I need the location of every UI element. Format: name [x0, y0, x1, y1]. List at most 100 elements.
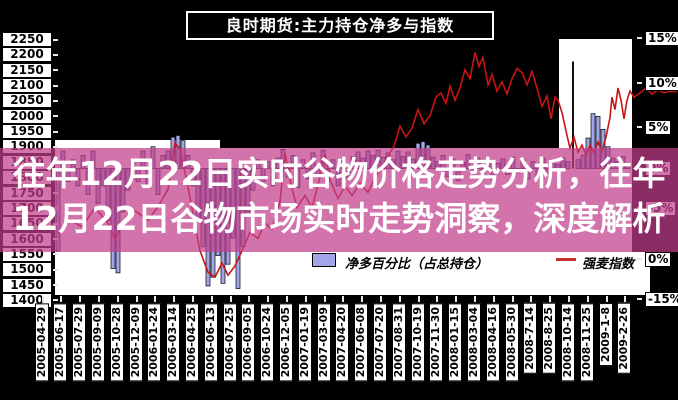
x-axis-label: 2006-01-24	[147, 303, 162, 382]
right-axis-label: 5%	[645, 119, 672, 135]
legend-strip	[55, 252, 650, 295]
x-axis-tick	[361, 296, 364, 302]
x-axis-tick	[210, 296, 213, 302]
x-axis-tick	[605, 296, 608, 302]
left-axis-label: 2200	[2, 47, 52, 63]
left-axis-tick	[53, 284, 58, 287]
legend-bar-swatch	[312, 253, 336, 267]
x-axis-label: 2007-06-08	[354, 303, 369, 382]
right-axis-label: -15%	[645, 291, 678, 307]
x-axis-tick	[492, 296, 495, 302]
x-axis-tick	[173, 296, 176, 302]
x-axis-label: 2008-04-16	[485, 303, 500, 382]
legend-bar-label: 净多百分比（占总持仓）	[345, 257, 489, 272]
x-axis-tick	[248, 296, 251, 302]
left-axis-tick	[53, 99, 58, 102]
overlay-headline-line2: 12月22日谷物市场实时走势洞察，深度解析	[12, 199, 666, 238]
left-axis-tick	[53, 268, 58, 271]
x-axis-tick	[323, 296, 326, 302]
x-axis-tick	[97, 296, 100, 302]
overlay-headline: 往年12月22日实时谷物价格走势分析，往年 12月22日谷物市场实时走势洞察，深…	[0, 151, 678, 241]
x-axis-tick	[398, 296, 401, 302]
right-axis-label: 15%	[645, 30, 678, 46]
left-axis-label: 2050	[2, 93, 52, 109]
x-axis-label: 2006-07-25	[222, 303, 237, 382]
left-axis-label: 2250	[2, 32, 52, 47]
left-axis-tick	[53, 115, 58, 118]
x-axis-label: 2005-09-09	[90, 303, 105, 382]
right-axis-label: 10%	[645, 75, 678, 91]
right-axis-tick	[637, 37, 642, 39]
x-axis-label: 2008-10-14	[560, 303, 575, 382]
x-axis-tick	[549, 296, 552, 302]
plot-left-white-sliver	[55, 140, 220, 148]
right-axis-tick	[637, 258, 642, 260]
left-axis-label: 1450	[2, 277, 52, 293]
x-axis-tick	[417, 296, 420, 302]
x-axis-tick	[567, 296, 570, 302]
x-axis-tick	[379, 296, 382, 302]
x-axis-label: 2006-03-14	[166, 303, 181, 382]
overlay-headline-line1: 往年12月22日实时谷物价格走势分析，往年	[12, 154, 666, 193]
x-axis-tick	[60, 296, 63, 302]
x-axis-label: 2008-01-15	[448, 303, 463, 382]
left-axis-tick	[53, 130, 58, 133]
x-axis-label: 2005-07-29	[72, 303, 87, 382]
x-axis-tick	[304, 296, 307, 302]
x-axis-tick	[530, 296, 533, 302]
left-axis-tick	[53, 53, 58, 56]
x-axis-tick	[79, 296, 82, 302]
x-axis-label: 2005-12-09	[128, 303, 143, 382]
left-axis-label: 2150	[2, 62, 52, 78]
x-axis-label: 2005-04-29	[34, 303, 49, 382]
x-axis-label: 2007-01-19	[297, 303, 312, 382]
legend: 净多百分比（占总持仓） 强麦指数	[300, 251, 678, 272]
x-axis-label: 2008-11-25	[579, 303, 594, 382]
right-axis-tick	[637, 298, 642, 300]
x-axis-label: 2008-7-14	[523, 303, 538, 374]
x-axis-tick	[586, 296, 589, 302]
x-axis-label: 2008-03-04	[466, 303, 481, 382]
x-axis-label: 2006-06-13	[203, 303, 218, 382]
x-axis-tick	[436, 296, 439, 302]
x-axis-label: 2006-09-05	[241, 303, 256, 382]
x-axis-label: 2009-1-8	[598, 303, 613, 367]
x-axis-label: 2005-06-17	[53, 303, 68, 382]
right-axis-tick	[637, 82, 642, 84]
x-axis-label: 2007-03-09	[316, 303, 331, 382]
x-axis-tick	[116, 296, 119, 302]
left-axis-tick	[53, 69, 58, 72]
x-axis-tick	[41, 296, 44, 302]
left-axis-tick	[53, 253, 58, 256]
x-axis-tick	[342, 296, 345, 302]
x-axis-tick	[455, 296, 458, 302]
left-axis-label: 1950	[2, 124, 52, 140]
left-axis-tick	[53, 38, 58, 41]
x-axis-label: 2006-10-24	[260, 303, 275, 382]
x-axis-label: 2006-04-25	[184, 303, 199, 382]
right-axis-label: 0%	[645, 251, 672, 267]
net-long-spike-bar	[572, 61, 574, 169]
x-axis-label: 2007-10-19	[410, 303, 425, 382]
left-axis-tick	[53, 145, 58, 148]
overlay-band	[0, 148, 678, 252]
x-axis-label: 2006-12-05	[278, 303, 293, 382]
x-axis-tick	[624, 296, 627, 302]
x-axis-tick	[267, 296, 270, 302]
legend-line-swatch	[556, 258, 576, 261]
x-axis-tick	[191, 296, 194, 302]
x-axis-label: 2008-8-25	[542, 303, 557, 374]
left-axis-tick	[53, 299, 58, 302]
x-axis-label: 2009-2-26	[617, 303, 632, 374]
chart-title: 良时期货:主力持仓净多与指数	[186, 11, 494, 40]
legend-line-label: 强麦指数	[582, 257, 635, 272]
x-axis-label: 2007-07-20	[372, 303, 387, 382]
x-axis-label: 2007-11-30	[429, 303, 444, 382]
right-axis-tick	[637, 126, 642, 128]
left-axis-tick	[53, 84, 58, 87]
x-axis-tick	[229, 296, 232, 302]
left-axis-label: 2100	[2, 78, 52, 94]
x-axis-tick	[511, 296, 514, 302]
x-axis-tick	[154, 296, 157, 302]
x-axis-label: 2008-05-30	[504, 303, 519, 382]
